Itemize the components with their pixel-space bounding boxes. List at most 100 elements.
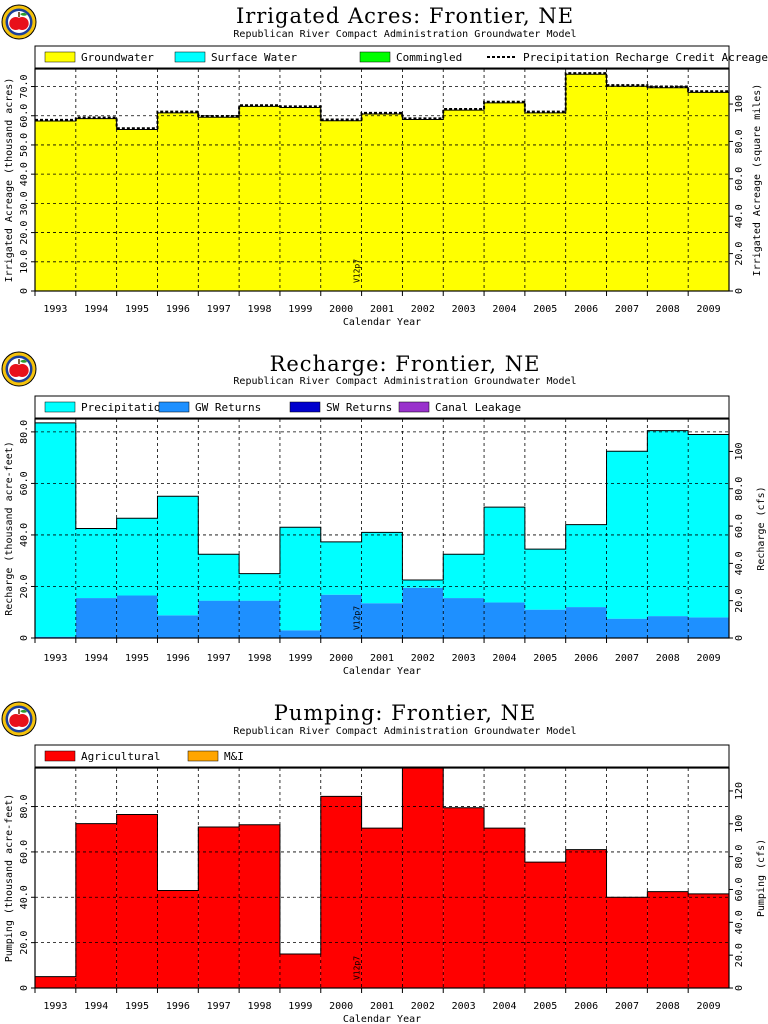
bar-gw-returns	[484, 602, 525, 638]
plot-frame	[34, 418, 730, 639]
y-right-axis-label: Recharge (cfs)	[756, 486, 767, 570]
y-tick-label: 80.0	[19, 420, 30, 444]
x-tick-label: 1995	[125, 1001, 149, 1012]
bar-gw-returns	[565, 607, 607, 638]
x-tick-label: 2000	[329, 653, 353, 664]
y-right-tick-label: 40.0	[734, 204, 745, 228]
logo-apple-right	[15, 364, 29, 377]
legend-swatch	[44, 750, 76, 762]
x-tick-label: 1993	[43, 304, 67, 315]
bar-precipitation	[688, 434, 729, 618]
y-axis-right: 0 20.0 40.0 60.0 80.0 100 120 Pumping (cfs)	[729, 782, 767, 991]
y-axis-left: 0 20.0 40.0 60.0 80.0 Pumping (thousand acre-…	[4, 794, 35, 991]
x-tick-label: 1998	[247, 653, 271, 664]
x-tick-label: 1999	[288, 1001, 312, 1012]
bar-precipitation	[239, 573, 280, 601]
y-right-axis-label: Irrigated Acreage (square miles)	[752, 84, 763, 277]
bar-gw-returns	[35, 636, 76, 638]
y-axis-label: Pumping (thousand acre-feet)	[4, 794, 15, 963]
bar-precipitation	[75, 528, 117, 599]
x-tick-label: 1995	[125, 304, 149, 315]
x-tick-label: 1997	[207, 653, 231, 664]
y-axis-right: 0 20.0 40.0 60.0 80.0 100 Irrigated Acreage (s…	[729, 84, 763, 294]
x-tick-label: 1994	[84, 653, 108, 664]
legend-swatch	[174, 51, 206, 63]
bar-gw-returns	[361, 603, 403, 638]
x-tick-label: 1997	[207, 304, 231, 315]
x-tick-label: 2006	[574, 653, 598, 664]
y-right-tick-label: 40.0	[734, 910, 745, 934]
y-tick-label: 40.0	[19, 162, 30, 186]
bar-groundwater	[361, 113, 403, 291]
legend-box	[34, 395, 730, 419]
x-tick-label: 2009	[697, 653, 721, 664]
x-tick-label: 2009	[697, 1001, 721, 1012]
chart-subtitle: Republican River Compact Administration …	[233, 726, 576, 737]
bar-agricultural	[239, 824, 280, 988]
x-axis: 1993 1994 1995 1996 1997 1998 1999 2000 2001 2002…	[34, 638, 721, 677]
y-axis-label: Irrigated Acreage (thousand acres)	[4, 78, 15, 283]
bar-agricultural	[688, 893, 729, 988]
x-tick-label: 2003	[452, 653, 476, 664]
grid	[35, 768, 729, 988]
x-tick-label: 2008	[656, 1001, 680, 1012]
y-right-tick-label: 120	[734, 782, 745, 800]
plot-frame	[34, 68, 730, 292]
legend-label: M&I	[224, 750, 244, 763]
x-axis-label: Calendar Year	[343, 317, 421, 328]
bar-agricultural	[524, 862, 566, 988]
bar-agricultural	[116, 814, 158, 988]
bar-gw-returns	[688, 617, 729, 638]
legend: Precipitation GW Returns SW Returns Canal L…	[34, 395, 730, 419]
bar-groundwater	[239, 106, 280, 292]
bar-agricultural	[157, 890, 199, 988]
legend-label: GW Returns	[195, 401, 261, 414]
y-tick-label: 50.0	[19, 133, 30, 157]
bar-groundwater	[35, 120, 76, 291]
y-right-tick-label: 40.0	[734, 551, 745, 575]
y-right-tick-label: 80.0	[734, 129, 745, 153]
legend-swatch	[44, 51, 76, 63]
bar-gw-returns	[402, 587, 444, 638]
y-axis-left: 0 20.0 40.0 60.0 80.0 Recharge (thousand acre…	[4, 420, 35, 641]
bar-groundwater	[198, 117, 240, 292]
x-tick-label: 1993	[43, 1001, 67, 1012]
y-tick-label: 60.0	[19, 840, 30, 864]
y-right-tick-label: 0	[734, 635, 745, 641]
y-right-tick-label: 20.0	[734, 943, 745, 967]
x-tick-label: 1996	[166, 304, 190, 315]
version-label: V12p7	[353, 606, 362, 630]
bar-agricultural	[484, 828, 525, 988]
legend-label: Precipitation	[81, 401, 167, 414]
legend-swatch	[187, 750, 219, 762]
bar-agricultural	[75, 823, 117, 988]
bar-agricultural	[361, 828, 403, 988]
bar-agricultural	[320, 796, 362, 988]
bar-precipitation	[198, 554, 240, 601]
bar-gw-returns	[606, 618, 648, 638]
x-tick-label: 2002	[411, 653, 435, 664]
bar-groundwater	[484, 102, 525, 291]
legend-swatch	[289, 401, 321, 413]
x-tick-label: 1996	[166, 653, 190, 664]
bar-precipitation	[157, 496, 199, 616]
x-tick-label: 1994	[84, 1001, 108, 1012]
x-tick-label: 2000	[329, 1001, 353, 1012]
logo-apple-seal-icon	[1, 4, 37, 40]
chart-title: Recharge: Frontier, NE	[270, 352, 541, 376]
x-tick-label: 2008	[656, 304, 680, 315]
x-tick-label: 2004	[492, 304, 516, 315]
legend-label: Precipitation Recharge Credit Acreage	[523, 51, 768, 64]
y-tick-label: 20.0	[19, 931, 30, 955]
y-right-tick-label: 20.0	[734, 242, 745, 266]
bar-agricultural	[35, 976, 76, 988]
bar-agricultural	[279, 953, 321, 988]
legend-label: Groundwater	[81, 51, 154, 64]
bar-groundwater	[116, 129, 158, 291]
bar-groundwater	[647, 87, 689, 292]
plot-frame	[34, 767, 730, 989]
bar-agricultural	[402, 768, 444, 988]
bar-groundwater	[524, 112, 566, 291]
